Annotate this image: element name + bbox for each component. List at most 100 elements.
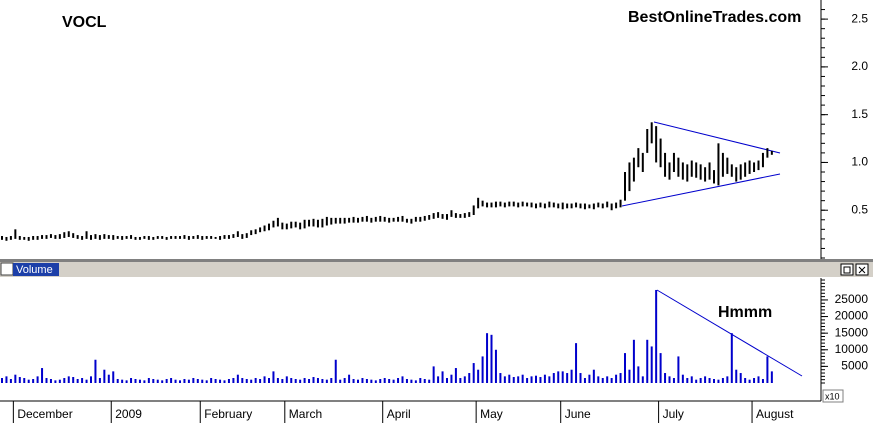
chart-title: VOCL (62, 14, 107, 31)
volume-bar (490, 334, 493, 383)
volume-bar (766, 356, 769, 383)
volume-bar (721, 378, 724, 383)
volume-bar (27, 379, 30, 383)
volume-bar (628, 369, 631, 383)
volume-bar (477, 369, 480, 383)
volume-bar (268, 378, 270, 383)
volume-bar (205, 380, 208, 383)
volume-bar (81, 378, 84, 383)
volume-bar (343, 378, 346, 383)
volume-bar (49, 379, 52, 383)
y-tick-label: 10000 (835, 342, 869, 356)
x-tick-label: March (289, 407, 322, 421)
volume-bar (152, 379, 155, 383)
volume-bar (125, 380, 128, 383)
volume-bar (187, 379, 190, 383)
volume-bar (526, 378, 529, 383)
y-tick-label: 20000 (835, 309, 869, 323)
volume-bar (615, 374, 618, 383)
volume-bar (23, 378, 26, 383)
volume-bar (423, 379, 426, 383)
volume-bar (63, 378, 66, 383)
x-tick-label: 2009 (115, 407, 142, 421)
axis-multiplier: x10 (825, 391, 840, 401)
y-tick-label: 25000 (835, 292, 869, 306)
volume-bar (219, 379, 222, 383)
volume-bar (134, 379, 137, 383)
volume-bar (192, 378, 195, 383)
volume-bar (499, 373, 502, 383)
multiplier-box (822, 389, 844, 403)
volume-bar (303, 378, 306, 383)
y-tick-label: 2.5 (851, 11, 868, 25)
minimize-icon (843, 266, 851, 274)
volume-bar (503, 376, 506, 383)
volume-bar (330, 378, 333, 383)
volume-bar (601, 378, 604, 383)
volume-bar (210, 378, 213, 383)
volume-bar (379, 379, 382, 383)
volume-bar (672, 378, 675, 383)
volume-bar (632, 339, 635, 383)
volume-bar (552, 373, 555, 383)
volume-bar (383, 378, 386, 383)
volume-bar (535, 375, 537, 383)
volume-bar (432, 366, 435, 383)
volume-bar (165, 379, 168, 383)
x-tick-label: April (387, 407, 411, 421)
volume-bar (365, 379, 368, 383)
volume-bar (67, 376, 70, 383)
volume-bar (32, 379, 35, 383)
volume-bar (308, 379, 311, 383)
volume-bar (521, 374, 524, 383)
volume-bar (739, 373, 742, 383)
volume-bar (579, 373, 582, 383)
volume-bar (290, 378, 293, 383)
volume-bar (254, 378, 257, 383)
y-tick-label: 1.5 (851, 107, 868, 121)
volume-bar (450, 374, 453, 383)
volume-bar (281, 379, 284, 383)
splitter (0, 259, 873, 262)
volume-bar (610, 378, 613, 383)
volume-bar (72, 377, 75, 383)
volume-bar (147, 378, 150, 383)
volume-bar (130, 378, 133, 383)
volume-bar (454, 368, 457, 383)
y-tick-label: 2.0 (851, 59, 868, 73)
volume-bar (1, 378, 3, 383)
volume-bar (374, 380, 377, 383)
volume-bar (592, 369, 595, 383)
volume-bar (45, 378, 48, 383)
volume-bar (583, 378, 586, 383)
volume-bar (659, 353, 662, 383)
volume-bar (259, 379, 262, 383)
volume-bar (486, 333, 489, 383)
minimize-button[interactable] (840, 263, 854, 276)
volume-bar (241, 378, 244, 383)
volume-bar (138, 379, 141, 383)
volume-bar (179, 380, 181, 383)
volume-bar (570, 369, 573, 383)
volume-bar (606, 376, 609, 383)
volume-bar (494, 349, 497, 383)
volume-bar (517, 376, 520, 383)
volume-bar (18, 377, 21, 383)
volume-bar (339, 379, 342, 383)
volume-bar (98, 378, 101, 383)
volume-bar (770, 371, 773, 383)
trend-line (656, 289, 803, 377)
volume-bar (196, 379, 199, 383)
volume-bar (397, 378, 400, 383)
volume-bar (107, 374, 110, 383)
volume-bar (285, 376, 288, 383)
volume-bar (299, 379, 302, 383)
volume-bar (530, 376, 533, 383)
volume-bar (708, 378, 711, 383)
volume-bar (116, 379, 119, 383)
volume-bar (646, 339, 649, 383)
volume-bar (561, 371, 564, 383)
volume-bar (686, 378, 689, 383)
volume-bar (757, 376, 760, 383)
panel-label-bg (13, 263, 59, 276)
